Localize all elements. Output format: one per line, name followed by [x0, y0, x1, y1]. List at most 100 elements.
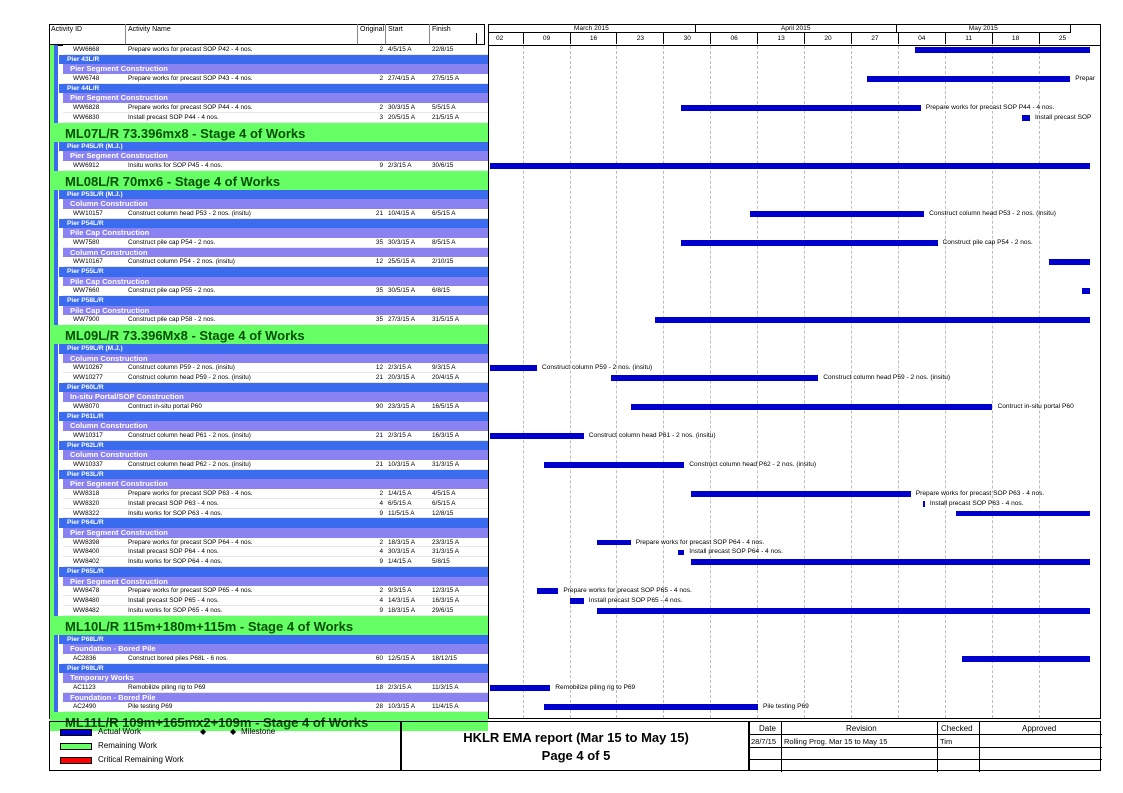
activity-bar[interactable] [691, 491, 911, 497]
week-header: 30 [663, 33, 710, 44]
table-row[interactable] [63, 586, 488, 596]
subgroup-label: Pier Segment Construction [70, 576, 168, 586]
activity-bar[interactable] [490, 685, 551, 691]
table-row[interactable] [63, 208, 488, 219]
table-row[interactable] [63, 653, 488, 664]
table-row[interactable] [63, 431, 488, 441]
cell-id: WW8402 [73, 558, 100, 566]
table-row[interactable] [63, 160, 488, 171]
activity-bar[interactable] [597, 539, 631, 546]
activity-bar[interactable] [543, 462, 685, 468]
level1-band [59, 83, 488, 94]
activity-bar[interactable] [914, 47, 1090, 53]
table-row[interactable] [63, 537, 488, 548]
table-row[interactable] [63, 682, 488, 693]
group-label: Pier P53L/R (M.J.) [67, 190, 123, 198]
activity-bar[interactable] [1049, 259, 1090, 265]
activity-bar[interactable] [961, 656, 1090, 662]
revision-revision-header: Revision [846, 724, 877, 733]
chart-pane-border [488, 24, 489, 718]
column-header-start[interactable]: Start [386, 24, 430, 45]
table-row[interactable] [63, 596, 488, 606]
activity-bar[interactable] [680, 105, 921, 111]
week-header: 02 [475, 33, 523, 44]
table-row[interactable] [63, 557, 488, 567]
table-row[interactable] [63, 605, 488, 616]
table-row[interactable] [63, 489, 488, 499]
cell-start: 11/5/15 A [388, 509, 415, 517]
activity-bar[interactable] [543, 704, 758, 710]
table-row[interactable] [63, 45, 488, 55]
table-row[interactable] [63, 286, 488, 296]
activity-bar[interactable] [867, 76, 1071, 82]
bar-label: Construct column P59 - 2 nos. (insitu) [541, 364, 653, 372]
table-row[interactable] [63, 237, 488, 248]
table-row[interactable] [63, 257, 488, 267]
week-header: 11 [944, 33, 992, 44]
wbs-band [50, 122, 488, 142]
activity-bar[interactable] [490, 433, 584, 439]
table-row[interactable] [63, 460, 488, 470]
activity-bar[interactable] [610, 375, 819, 381]
table-row[interactable] [63, 402, 488, 412]
revision-table: Date Revision Checked Approved 28/7/15 R… [749, 721, 1102, 772]
cell-finish: 11/4/15 A [432, 703, 459, 711]
table-row[interactable] [63, 74, 488, 84]
activity-bar[interactable] [570, 598, 584, 604]
title-block: HKLR EMA report (Mar 15 to May 15) Page … [401, 721, 749, 771]
level2-band [63, 644, 488, 654]
subgroup-label: Pier Segment Construction [70, 93, 168, 103]
cell-dur: 9 [379, 161, 383, 169]
activity-bar[interactable] [677, 549, 685, 556]
cell-name: Install precast SOP P63 - 4 nos. [128, 499, 219, 507]
level2-band [63, 353, 488, 364]
bar-label: Contruct in-situ portal P60 [997, 403, 1074, 410]
cell-finish: 16/5/15 A [432, 403, 460, 410]
column-header-activity-id[interactable]: Activity ID [49, 24, 126, 45]
activity-bar[interactable] [1021, 115, 1030, 121]
cell-name: Prepare works for precast SOP P64 - 4 no… [128, 538, 253, 546]
activity-bar[interactable] [922, 501, 925, 507]
group-label: Pier P54L/R [67, 219, 104, 227]
table-row[interactable] [63, 112, 488, 123]
bar-label: Prepare works for precast SOP P65 - 4 no… [563, 587, 692, 595]
activity-bar[interactable] [1082, 288, 1090, 294]
activity-bar[interactable] [749, 211, 925, 217]
cell-dur: 21 [375, 461, 383, 468]
cell-finish: 22/8/15 [432, 46, 454, 53]
table-row[interactable] [63, 373, 488, 383]
activity-bar[interactable] [490, 163, 1090, 169]
table-row[interactable] [63, 315, 488, 325]
wbs-band [50, 615, 488, 635]
column-header-activity-name[interactable]: Activity Name [126, 24, 358, 45]
column-header-original[interactable]: Original [358, 24, 386, 45]
cell-finish: 16/3/15 A [432, 432, 460, 439]
wbs-title: ML08L/R 70mx6 - Stage 4 of Works [65, 173, 281, 189]
table-row[interactable] [63, 547, 488, 558]
cell-start: 18/3/15 A [388, 538, 416, 546]
subgroup-label: Foundation - Bored Pile [70, 644, 156, 654]
cell-id: WW7580 [73, 238, 100, 246]
table-row[interactable] [63, 508, 488, 519]
week-gridline [522, 46, 524, 718]
wbs-band [50, 170, 488, 190]
table-row[interactable] [63, 702, 488, 712]
cell-dur: 2 [379, 587, 383, 595]
activity-bar[interactable] [691, 559, 1090, 565]
activity-bar[interactable] [680, 240, 938, 246]
table-row[interactable] [63, 498, 488, 509]
table-row[interactable] [63, 103, 488, 113]
cell-name: Install precast SOP P65 - 4 nos. [128, 597, 219, 604]
activity-bar[interactable] [655, 317, 1090, 323]
activity-bar[interactable] [630, 404, 993, 410]
activity-bar[interactable] [536, 588, 559, 594]
table-row[interactable] [63, 363, 488, 373]
activity-bar[interactable] [597, 608, 1090, 614]
activity-bar[interactable] [956, 510, 1090, 517]
group-label: Pier P55L/R [67, 268, 104, 275]
cell-finish: 20/4/15 A [432, 374, 460, 381]
cell-id: WW6668 [73, 46, 100, 53]
cell-start: 27/3/15 A [388, 316, 416, 324]
cell-finish: 16/3/15 A [432, 597, 460, 604]
activity-bar[interactable] [490, 365, 537, 371]
